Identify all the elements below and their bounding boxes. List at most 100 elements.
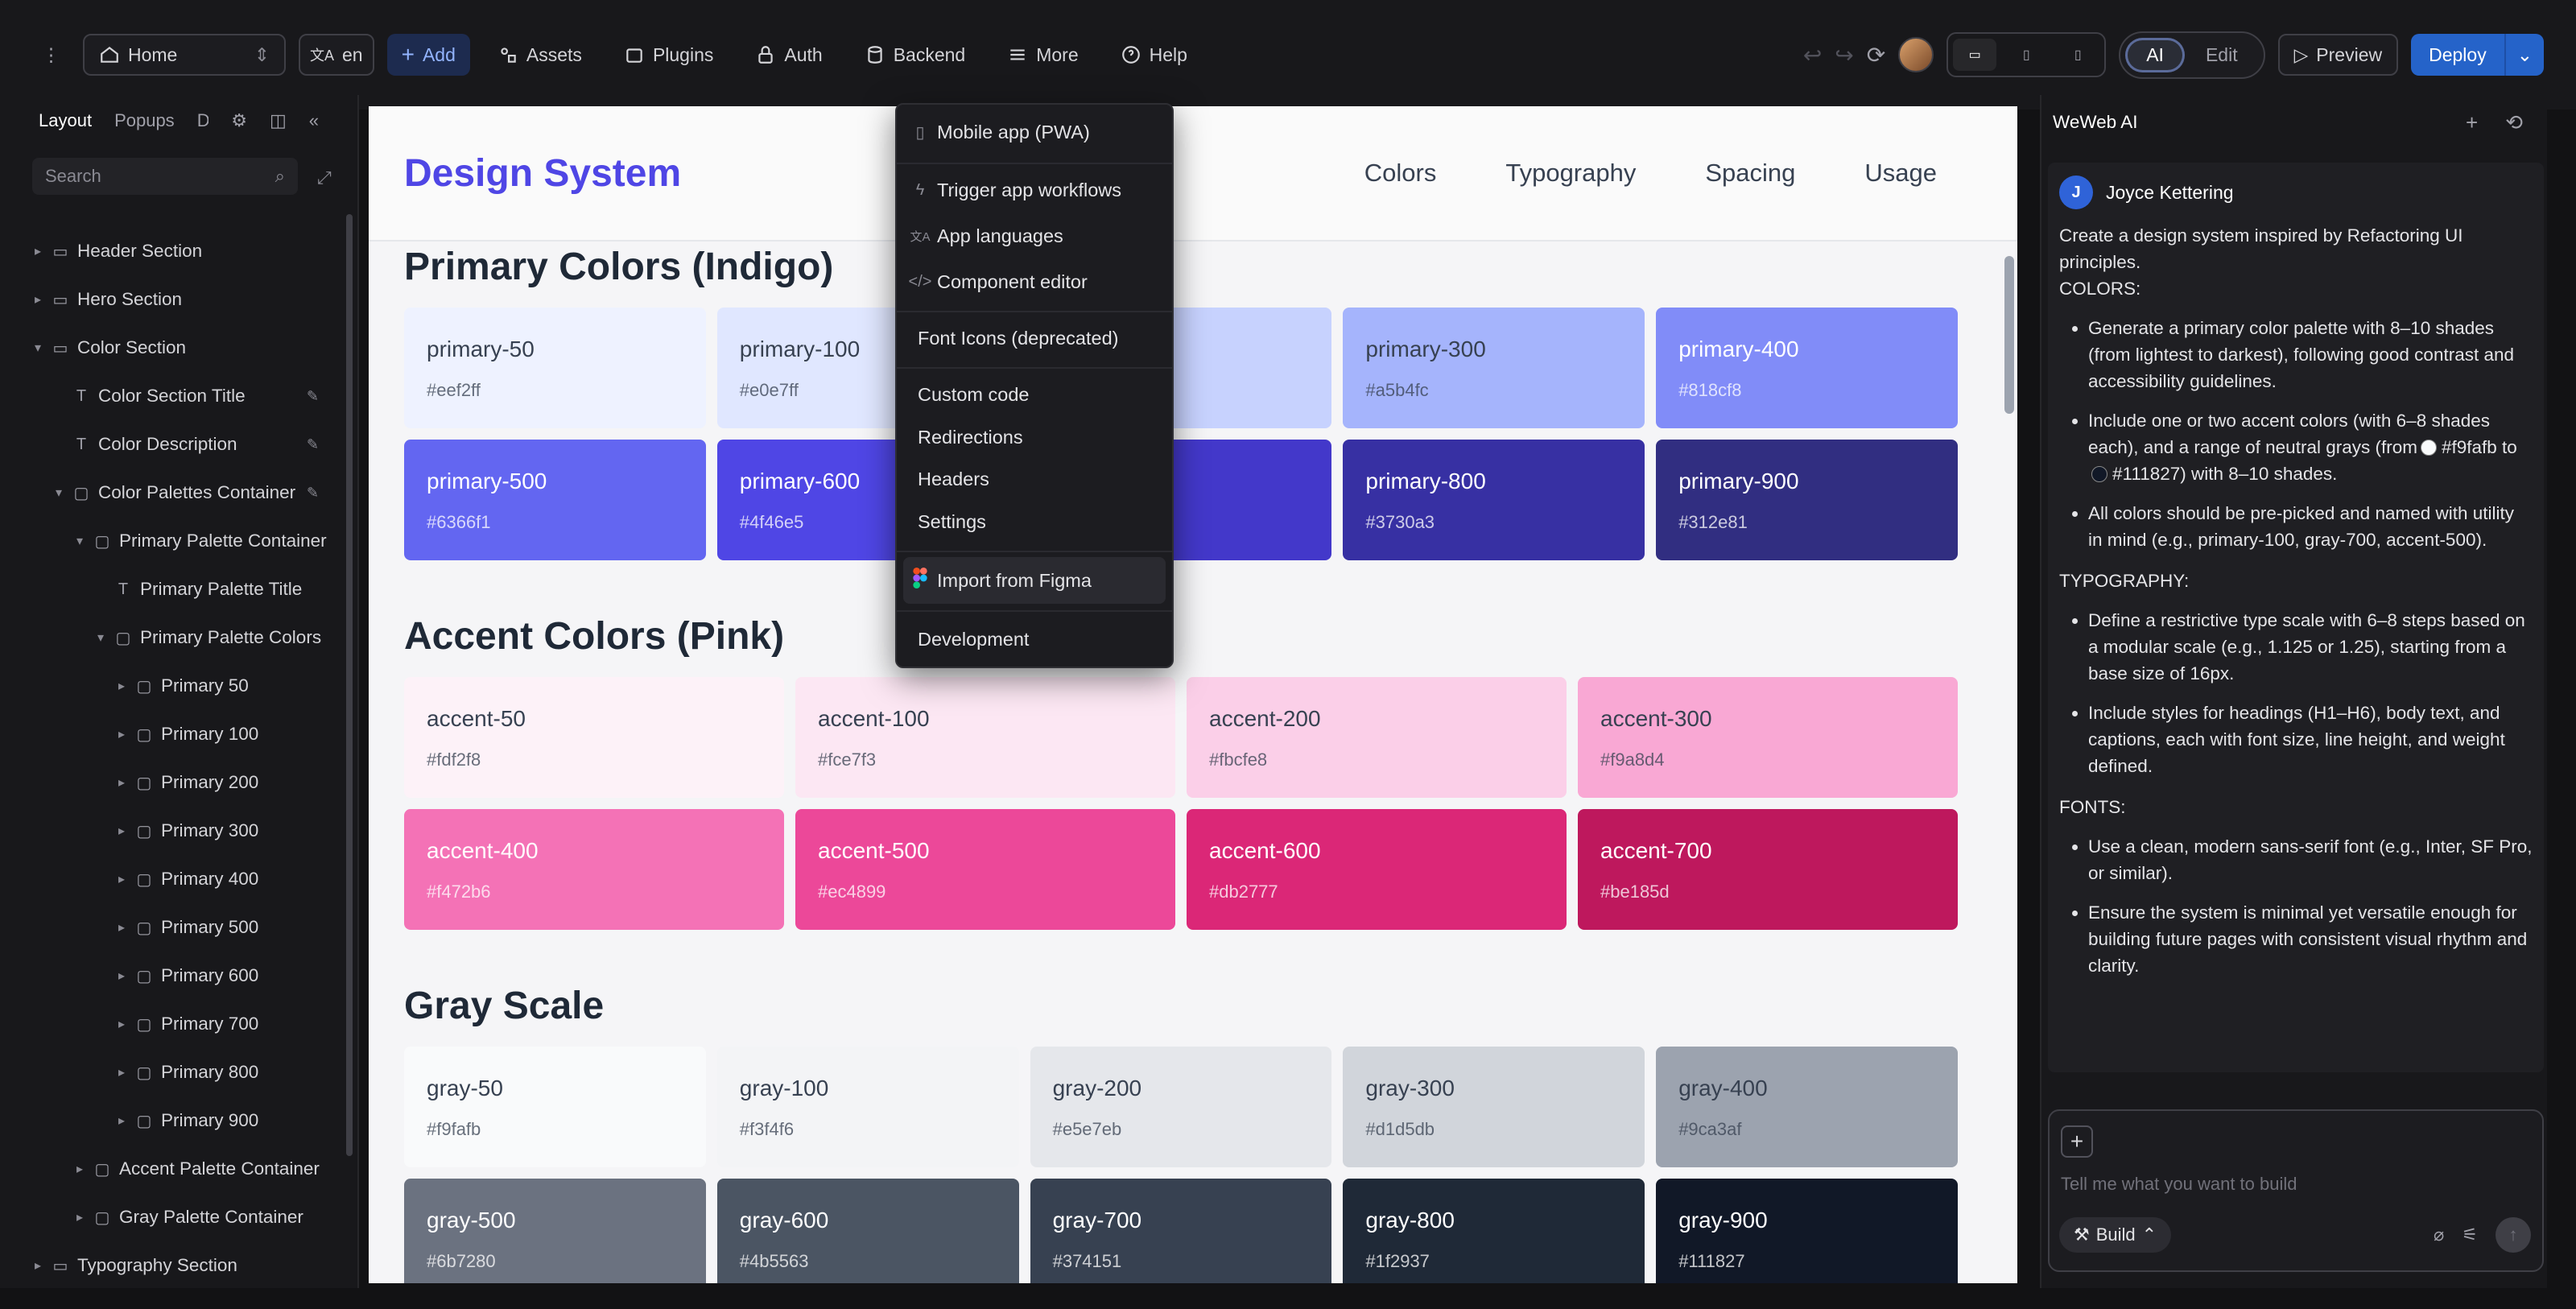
nav-link-spacing[interactable]: Spacing	[1705, 159, 1796, 187]
caret-icon[interactable]: ▸	[76, 1162, 84, 1176]
menu-item-font-icons[interactable]: Font Icons (deprecated)	[903, 317, 1166, 359]
bug-icon[interactable]: ⚙	[231, 110, 247, 130]
color-swatch[interactable]: accent-100 #fce7f3	[795, 677, 1175, 798]
caret-icon[interactable]: ▸	[118, 1114, 126, 1128]
help-button[interactable]: Help	[1106, 34, 1202, 76]
color-swatch[interactable]: primary-400 #818cf8	[1656, 308, 1958, 428]
tree-row[interactable]: T Primary Palette Title	[0, 565, 346, 613]
more-button[interactable]: More	[993, 34, 1092, 76]
nav-link-usage[interactable]: Usage	[1864, 159, 1937, 187]
tree-row[interactable]: ▸ ▢ Primary 400	[0, 855, 346, 903]
tree-row[interactable]: T Color Section Title ✎	[0, 372, 346, 420]
menu-item-redirections[interactable]: Redirections	[903, 416, 1166, 458]
avatar[interactable]	[1898, 37, 1934, 72]
color-swatch[interactable]: gray-900 #111827	[1656, 1179, 1958, 1283]
nav-link-typography[interactable]: Typography	[1505, 159, 1637, 187]
tree-row[interactable]: ▸ ▢ Primary 600	[0, 952, 346, 1000]
color-swatch[interactable]: gray-200 #e5e7eb	[1030, 1047, 1332, 1167]
settings-sliders-icon[interactable]: ⚟	[2462, 1224, 2478, 1245]
language-button[interactable]: 文A en	[299, 34, 374, 76]
caret-icon[interactable]: ▸	[118, 728, 126, 741]
menu-item-component-editor[interactable]: </> Component editor	[903, 261, 1166, 303]
menu-item-import-figma[interactable]: Import from Figma	[903, 557, 1166, 604]
caret-icon[interactable]: ▸	[118, 969, 126, 983]
menu-item-headers[interactable]: Headers	[903, 458, 1166, 500]
tree-row[interactable]: ▸ ▢ Primary 500	[0, 903, 346, 952]
tree-row[interactable]: ▸ ▢ Primary 700	[0, 1000, 346, 1048]
color-swatch[interactable]: accent-400 #f472b6	[404, 809, 784, 930]
tablet-icon[interactable]: ▯	[2022, 48, 2030, 62]
tree-row[interactable]: ▾ ▢ Primary Palette Container	[0, 517, 346, 565]
color-swatch[interactable]: accent-200 #fbcfe8	[1187, 677, 1567, 798]
color-swatch[interactable]: gray-800 #1f2937	[1343, 1179, 1645, 1283]
color-swatch[interactable]: gray-600 #4b5563	[716, 1179, 1019, 1283]
tree-row[interactable]: ▸ ▢ Primary 50	[0, 662, 346, 710]
scrollbar[interactable]	[346, 214, 353, 1156]
color-swatch[interactable]: primary-800 #3730a3	[1343, 440, 1645, 560]
mobile-icon[interactable]: ▯	[2074, 48, 2082, 62]
menu-item-app-languages[interactable]: 文A App languages	[903, 215, 1166, 257]
tree-row[interactable]: ▸ ▢ Accent Palette Container	[0, 1145, 346, 1193]
canvas-scrollbar[interactable]	[2004, 256, 2014, 414]
caret-icon[interactable]: ▸	[34, 1259, 42, 1273]
caret-icon[interactable]: ▸	[118, 679, 126, 693]
tree-row[interactable]: ▸ ▢ Gray Palette Container	[0, 1193, 346, 1241]
deploy-button[interactable]: Deploy	[2429, 43, 2487, 65]
menu-item-settings[interactable]: Settings	[903, 501, 1166, 543]
caret-icon[interactable]: ▸	[118, 1066, 126, 1080]
new-chat-icon[interactable]: +	[2466, 109, 2479, 134]
tree-row[interactable]: ▸ ▭ Typography Section	[0, 1241, 346, 1290]
tree-row[interactable]: ▸ ▢ Primary 100	[0, 710, 346, 758]
collapse-icon[interactable]: «	[308, 110, 319, 130]
tree-row[interactable]: ▾ ▢ Color Palettes Container ✎	[0, 469, 346, 517]
tree-row[interactable]: ▸ ▭ Hero Section	[0, 275, 346, 324]
nav-link-colors[interactable]: Colors	[1364, 159, 1437, 187]
redo-icon[interactable]: ↪	[1835, 42, 1854, 68]
tree-row[interactable]: ▸ ▢ Primary 900	[0, 1096, 346, 1145]
caret-icon[interactable]: ▸	[118, 921, 126, 935]
color-swatch[interactable]: gray-300 #d1d5db	[1343, 1047, 1645, 1167]
tree-row[interactable]: ▸ ▢ Primary 200	[0, 758, 346, 807]
undo-icon[interactable]: ↩	[1802, 42, 1823, 68]
menu-item-trigger-workflows[interactable]: ϟ Trigger app workflows	[903, 169, 1166, 211]
history-icon[interactable]: ⟲	[2505, 109, 2523, 134]
auth-button[interactable]: Auth	[741, 34, 836, 76]
caret-icon[interactable]: ▾	[97, 631, 105, 645]
mode-edit-button[interactable]: Edit	[2205, 43, 2238, 65]
edit-icon[interactable]: ✎	[306, 436, 319, 452]
assets-button[interactable]: Assets	[483, 34, 597, 76]
add-button[interactable]: + Add	[386, 34, 470, 76]
tree-row[interactable]: T Color Description ✎	[0, 420, 346, 469]
preview-button[interactable]: ▷ Preview	[2277, 34, 2399, 76]
build-mode-button[interactable]: ⚒ Build ⌃	[2059, 1217, 2172, 1253]
edit-icon[interactable]: ✎	[306, 387, 319, 404]
mode-ai-button[interactable]: AI	[2125, 37, 2185, 72]
tree-row[interactable]: ▸ ▢ Primary 800	[0, 1048, 346, 1096]
color-swatch[interactable]: accent-300 #f9a8d4	[1578, 677, 1958, 798]
color-swatch[interactable]: accent-600 #db2777	[1187, 809, 1567, 930]
color-swatch[interactable]: primary-500 #6366f1	[404, 440, 706, 560]
prompt-input[interactable]: Tell me what you want to build	[2061, 1174, 2297, 1194]
refresh-icon[interactable]: ⟳	[1866, 42, 1886, 68]
menu-item-custom-code[interactable]: Custom code	[903, 374, 1166, 415]
backend-button[interactable]: Backend	[850, 34, 980, 76]
caret-icon[interactable]: ▸	[118, 873, 126, 886]
caret-icon[interactable]: ▸	[76, 1211, 84, 1224]
tree-row[interactable]: ▸ ▢ Primary 300	[0, 807, 346, 855]
color-swatch[interactable]: accent-500 #ec4899	[795, 809, 1175, 930]
paperclip-icon[interactable]: ⌀	[2434, 1224, 2445, 1245]
edit-icon[interactable]: ✎	[306, 484, 319, 501]
color-swatch[interactable]: gray-50 #f9fafb	[404, 1047, 706, 1167]
color-swatch[interactable]: primary-50 #eef2ff	[404, 308, 706, 428]
caret-icon[interactable]: ▾	[55, 486, 63, 500]
panel-layout-icon[interactable]: ◫	[269, 110, 287, 130]
caret-icon[interactable]: ▸	[118, 824, 126, 838]
color-swatch[interactable]: accent-700 #be185d	[1578, 809, 1958, 930]
caret-icon[interactable]: ▸	[34, 245, 42, 258]
page-select[interactable]: Home ⇕	[83, 34, 286, 76]
color-swatch[interactable]: primary-900 #312e81	[1656, 440, 1958, 560]
color-swatch[interactable]: primary-300 #a5b4fc	[1343, 308, 1645, 428]
color-swatch[interactable]: gray-700 #374151	[1030, 1179, 1332, 1283]
caret-icon[interactable]: ▸	[118, 1018, 126, 1031]
tree-row[interactable]: ▸ ▭ Header Section	[0, 227, 346, 275]
